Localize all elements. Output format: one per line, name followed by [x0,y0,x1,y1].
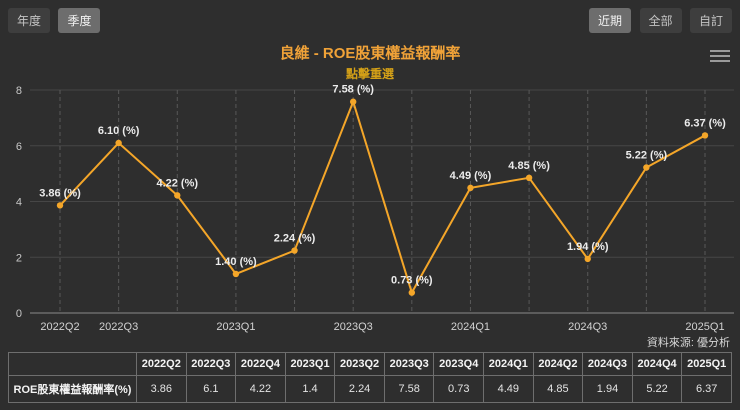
data-point-label: 3.86 (%) [39,187,81,199]
data-point-label: 0.73 (%) [391,275,433,287]
table-value-cell: 2.24 [334,375,385,403]
data-point-label: 4.85 (%) [508,160,550,172]
table-value-cell: 4.22 [235,375,286,403]
data-point-label: 4.49 (%) [450,170,492,182]
x-axis-label: 2022Q3 [99,321,138,333]
x-axis-label: 2025Q1 [685,321,724,333]
button-all[interactable]: 全部 [639,8,682,33]
table-header-cell: 2023Q2 [334,352,385,376]
table-header-cell: 2025Q1 [681,352,732,376]
data-point[interactable] [467,184,474,192]
data-point[interactable] [232,270,240,278]
x-axis-label: 2024Q1 [451,321,490,333]
button-quarterly[interactable]: 季度 [58,8,101,33]
y-axis-label: 8 [16,85,22,97]
data-point[interactable] [349,98,357,105]
table-corner-cell [8,352,137,376]
data-point[interactable] [408,289,416,296]
data-point-label: 1.40 (%) [215,256,257,268]
hamburger-icon [710,50,730,52]
roe-data-table: 2022Q2 2022Q3 2022Q4 2023Q1 2023Q2 2023Q3 2023… [8,352,732,403]
table-value-cell: 5.22 [631,375,683,403]
table-header-cell: 2022Q3 [185,352,237,376]
table-header-cell: 2024Q4 [631,352,683,376]
button-custom[interactable]: 自訂 [689,8,732,33]
y-axis-label: 0 [16,308,22,320]
data-point-label: 5.22 (%) [626,149,668,161]
table-value-cell: 3.86 [136,375,187,403]
data-source-label: 資料來源: 優分析 [646,337,730,349]
button-annual[interactable]: 年度 [8,8,51,33]
table-header-cell: 2024Q1 [483,352,534,376]
hamburger-icon [710,60,730,62]
chart-subtitle: 點擊重選 [345,67,394,81]
chart-title: 良維 - ROE股東權益報酬率 [279,45,461,62]
table-value-cell: 6.1 [185,375,237,403]
table-value-cell: 1.94 [582,375,633,403]
x-axis-label: 2024Q3 [568,321,607,333]
chart-menu-button[interactable] [710,50,730,66]
table-header-cell: 2023Q3 [383,352,435,376]
data-point-label: 4.22 (%) [156,177,198,189]
table-header-cell: 2024Q3 [582,352,633,376]
y-axis-label: 2 [16,252,22,264]
data-point[interactable] [291,247,298,254]
y-axis-label: 6 [16,141,22,153]
x-axis-label: 2022Q2 [40,321,79,333]
table-value-cell: 4.85 [532,375,584,403]
data-point[interactable] [701,132,709,139]
table-header-cell: 2022Q4 [235,352,286,376]
range-toggle-group: 近期 全部 自訂 [589,8,736,33]
data-point-label: 1.94 (%) [567,241,609,253]
data-point[interactable] [584,255,591,263]
button-recent[interactable]: 近期 [589,8,632,33]
table-value-cell: 1.4 [284,375,336,403]
x-axis-label: 2023Q1 [216,321,255,333]
data-point-label: 6.10 (%) [98,125,140,137]
y-axis-label: 4 [16,197,22,209]
table-header-cell: 2023Q1 [284,352,336,376]
roe-line [59,100,706,294]
data-point[interactable] [525,174,533,182]
data-point[interactable] [56,202,64,209]
table-value-row: ROE股東權益報酬率(%) 3.86 6.1 4.22 1.4 2.24 7.58 0.73… [8,375,732,403]
roe-data-table-wrap: 2022Q2 2022Q3 2022Q4 2023Q1 2023Q2 2023Q3 2023… [8,352,732,403]
data-point[interactable] [643,164,650,171]
data-point-label: 2.24 (%) [274,233,316,245]
roe-line-chart[interactable]: 0 2 4 6 8 2022Q2 2022Q3 2023Q1 2023Q3 2024Q1 2024Q… [0,80,740,338]
table-header-row: 2022Q2 2022Q3 2022Q4 2023Q1 2023Q2 2023Q3 2023… [8,352,732,376]
data-point[interactable] [174,192,181,199]
table-header-cell: 2023Q4 [433,352,485,376]
hamburger-icon [710,55,730,57]
table-value-cell: 6.37 [681,375,732,403]
table-value-cell: 7.58 [383,375,435,403]
table-value-cell: 0.73 [433,375,485,403]
table-value-cell: 4.49 [483,375,534,403]
x-axis-label: 2023Q3 [334,321,373,333]
data-point-label: 7.58 (%) [332,84,374,96]
chart-area: 0 2 4 6 8 2022Q2 2022Q3 2023Q1 2023Q3 2024Q1 2024Q… [0,80,740,338]
table-header-cell: 2022Q2 [136,352,187,376]
table-header-cell: 2024Q2 [532,352,584,376]
period-toggle-group: 年度 季度 [8,8,104,33]
data-point-label: 6.37 (%) [684,117,726,129]
table-row-header: ROE股東權益報酬率(%) [8,375,137,403]
data-point[interactable] [115,139,122,147]
